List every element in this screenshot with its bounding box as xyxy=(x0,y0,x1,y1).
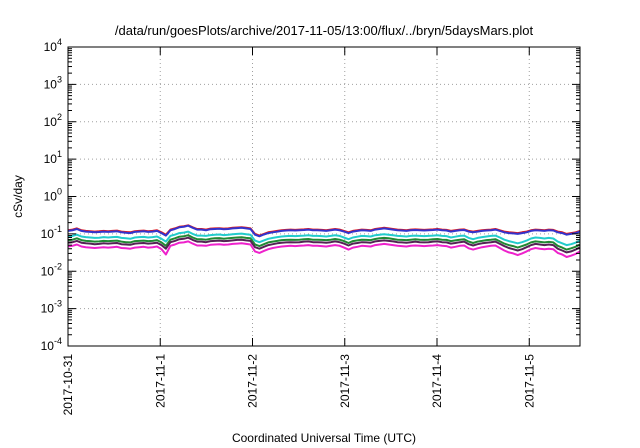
series-line-5 xyxy=(67,236,581,254)
y-tick-label: 10-2 xyxy=(41,261,62,278)
y-tick-label: 10-4 xyxy=(41,336,62,353)
x-tick-label: 2017-11-4 xyxy=(430,354,444,408)
x-tick-label: 2017-11-2 xyxy=(246,354,260,408)
y-tick-label: 10-3 xyxy=(41,299,62,316)
y-tick-label: 104 xyxy=(44,37,62,54)
x-tick-label: 2017-10-31 xyxy=(61,354,75,416)
series-line-2 xyxy=(67,224,581,238)
y-tick-label: 101 xyxy=(44,149,62,166)
y-tick-label: 102 xyxy=(44,112,62,129)
y-tick-label: 10-1 xyxy=(41,224,62,241)
x-tick-label: 2017-11-1 xyxy=(153,354,167,408)
series-layer xyxy=(67,224,581,258)
y-axis-label: cSv/day xyxy=(11,175,25,218)
series-line-4 xyxy=(67,234,581,251)
series-line-3 xyxy=(67,230,581,247)
x-axis-label: Coordinated Universal Time (UTC) xyxy=(232,431,416,445)
axis-ticks: 10-4 10-3 10-2 10-1 100 101 102 103 104 2017-10-3… xyxy=(41,37,580,415)
y-tick-label: 100 xyxy=(44,187,62,204)
x-tick-label: 2017-11-5 xyxy=(522,354,536,408)
x-tick-label: 2017-11-3 xyxy=(338,354,352,408)
series-line-6 xyxy=(67,240,581,258)
grid-lines xyxy=(68,47,580,346)
chart-title: /data/run/goesPlots/archive/2017-11-05/1… xyxy=(115,23,534,38)
y-tick-label: 103 xyxy=(44,74,62,91)
